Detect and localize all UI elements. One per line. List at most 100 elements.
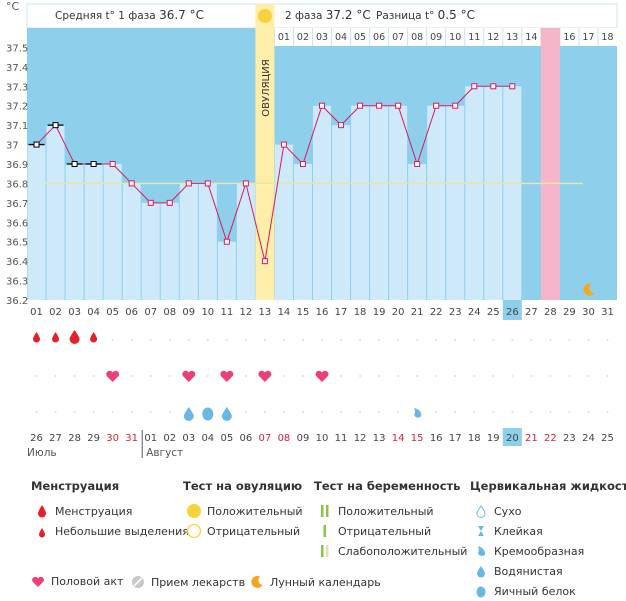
temp-bar — [293, 164, 312, 300]
grid-dot — [397, 339, 400, 341]
grid-dot — [130, 375, 133, 377]
temperature-point — [109, 161, 116, 167]
temperature-point — [128, 180, 135, 187]
grid-dot — [397, 375, 400, 377]
legend-fluid-dry: Сухо — [470, 501, 626, 521]
grid-dot — [473, 375, 476, 377]
phase1-avg-label: Средняя t° 1 фаза 36.7 °C — [55, 8, 204, 22]
temperature-point — [242, 180, 249, 187]
x-tick-label: 02 — [49, 307, 62, 318]
temperature-point — [319, 102, 325, 109]
grid-dot — [568, 339, 571, 341]
temperature-point — [338, 122, 345, 129]
menstruation-drop-small — [52, 332, 60, 343]
grid-dot — [473, 339, 476, 341]
temperature-point — [452, 102, 459, 109]
legend-intercourse: Половой акт — [31, 575, 123, 588]
symptom-rows — [33, 330, 609, 422]
grid-dot — [530, 375, 533, 377]
phase2-day-label: 12 — [487, 32, 499, 43]
grid-dot — [301, 339, 304, 341]
temp-bar — [312, 105, 332, 300]
today-column-marker — [502, 300, 522, 320]
heart-icon — [32, 576, 44, 587]
legend-cervical-fluid-title: Цервикальная жидкость — [470, 479, 626, 493]
ovulation-test-positive-icon — [257, 9, 272, 23]
grid-dot — [359, 411, 362, 413]
bbt-chart: °C Средняя t° 1 фаза 36.7 °C 2 фаза 37.2… — [6, 0, 618, 459]
grid-dot — [416, 339, 419, 341]
x-tick-label: 27 — [525, 307, 538, 318]
temperature-point — [261, 258, 268, 265]
grid-dot — [568, 375, 571, 377]
grid-dot — [206, 375, 209, 377]
month-label: Июль — [27, 447, 57, 459]
x-axis-cycle-days: 01 02 03 04 05 06 07 08 09 10 11 12 13 14 15 16 17 18 19 20… — [30, 307, 614, 318]
intercourse-heart — [258, 370, 272, 382]
x-tick-label: 25 — [487, 307, 500, 318]
temp-bar — [446, 105, 465, 300]
x-tick-label: 17 — [335, 307, 348, 318]
temp-bar — [65, 164, 84, 300]
sun-filled-icon — [187, 504, 201, 518]
legend-ovtest-positive: Положительный — [183, 501, 303, 521]
legend-menstruation-label: Менструация — [55, 504, 133, 518]
phase2-day-label: 13 — [506, 32, 518, 43]
fluid-watery — [183, 407, 194, 422]
pill-icon — [132, 576, 144, 588]
calendar-date-label: 17 — [449, 433, 462, 444]
phase2-day-label: 03 — [316, 32, 328, 43]
calendar-date-label: 23 — [563, 433, 576, 444]
x-tick-label: 22 — [430, 307, 443, 318]
phase2-day-label: 07 — [392, 32, 404, 43]
temperature-point — [490, 83, 497, 90]
grid-dot — [73, 375, 76, 377]
legend-fluid-sticky-label: Клейкая — [494, 524, 543, 538]
legend-menstruation-item: Менструация — [31, 501, 189, 521]
temperature-point — [52, 122, 59, 129]
grid-dot — [130, 411, 133, 413]
grid-dot — [606, 339, 609, 341]
y-tick-label: 36.2 — [6, 296, 28, 307]
calendar-date-label: 01 — [144, 433, 157, 444]
temp-bar — [141, 202, 160, 300]
y-tick-label: 36.9 — [6, 160, 28, 171]
y-tick-label: 37.1 — [6, 121, 28, 132]
calendar-dates-axis: 26 27 28 29 30 31 01 02 03 04 05 06 07 08 09 10 11 12 13 14… — [27, 428, 614, 459]
legend-intercourse-label: Половой акт — [51, 575, 124, 588]
month-label: Август — [146, 447, 183, 459]
calendar-date-label: 29 — [87, 433, 100, 444]
fluid-watery — [221, 407, 232, 422]
grid-dot — [454, 375, 457, 377]
x-tick-label: 07 — [144, 307, 157, 318]
temp-bar — [179, 183, 198, 300]
grid-dot — [549, 375, 552, 377]
menstruation-drop-small — [90, 332, 98, 343]
grid-dot — [530, 411, 533, 413]
temp-bar — [484, 86, 503, 301]
calendar-date-label: 30 — [106, 433, 119, 444]
grid-dot — [35, 411, 38, 413]
grid-dot — [282, 411, 285, 413]
temp-bar — [217, 241, 236, 300]
grid-dot — [244, 339, 247, 341]
grid-dot — [359, 339, 362, 341]
temperature-point — [185, 180, 192, 187]
creamy-drop-icon — [478, 546, 486, 557]
calendar-date-label: 12 — [354, 433, 367, 444]
temp-bar — [351, 105, 370, 300]
grid-dot — [301, 411, 304, 413]
legend-spotting-label: Небольшие выделения — [55, 524, 189, 538]
calendar-date-label: 02 — [163, 433, 176, 444]
phase2-day-label: 04 — [335, 32, 347, 43]
temperature-point — [90, 161, 97, 167]
temperature-point — [414, 161, 421, 167]
header-strip — [26, 3, 618, 29]
temperature-point — [33, 141, 40, 148]
menses-band — [540, 28, 560, 300]
legend-pregnancy-test: Тест на беременность Положительный Отриц… — [314, 479, 467, 561]
legend-pregtest-weak-label: Слабоположительный — [338, 544, 468, 558]
temp-bar — [236, 183, 255, 300]
phase2-day-label: 18 — [601, 32, 613, 43]
grid-dot — [568, 411, 571, 413]
